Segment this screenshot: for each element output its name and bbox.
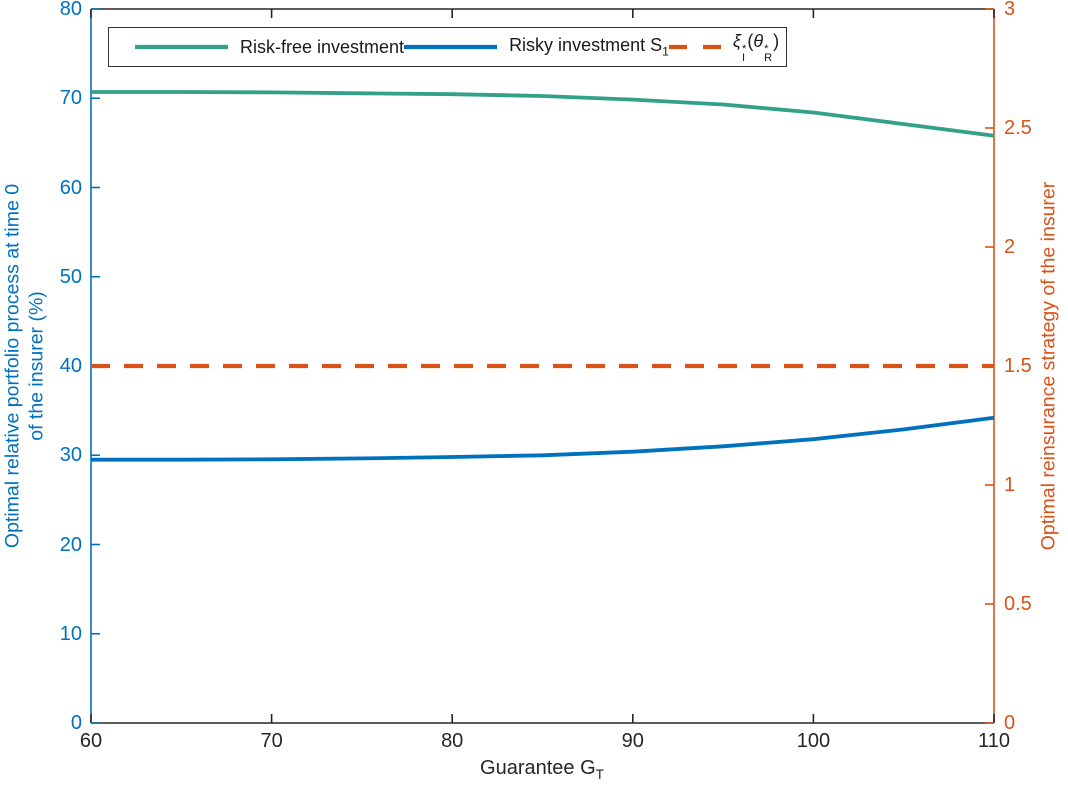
left-y-tick-label: 30	[59, 444, 82, 467]
x-tick-label: 70	[260, 730, 283, 752]
left-y-axis-label-line1: Optimal relative portfolio process at ti…	[1, 183, 24, 549]
x-tick-label: 90	[621, 730, 644, 752]
x-axis-label: Guarantee GT	[480, 757, 604, 782]
sup-sub-stack: * R	[764, 42, 773, 64]
x-axis-label-text: Guarantee G	[480, 757, 596, 779]
legend-item-label: Risky investment S1	[509, 35, 669, 59]
left-y-tick-label: 70	[59, 87, 82, 110]
left-y-tick-label: 20	[59, 533, 82, 556]
left-y-axis-label: Optimal relative portfolio process at ti…	[1, 184, 50, 548]
legend-item-1: Risky investment S1	[404, 35, 669, 59]
series-line-0	[91, 90, 995, 138]
x-tick-label: 100	[796, 730, 831, 752]
left-y-tick-label: 60	[59, 176, 82, 199]
legend: Risk-free investment Risky investment S1 ξ…	[108, 27, 787, 67]
series-line-1	[91, 415, 995, 462]
legend-label-subscript: 1	[662, 44, 669, 59]
legend-item-label: ξ * I (θ * R)	[732, 30, 780, 64]
right-y-tick-label: 3	[1004, 0, 1016, 20]
left-y-tick-label: 40	[59, 355, 82, 377]
x-tick-label: 80	[441, 730, 464, 752]
left-y-tick-label: 10	[59, 622, 82, 645]
legend-item-2: ξ * I (θ * R)	[668, 30, 780, 64]
legend-dashed-line-sample	[668, 44, 721, 50]
legend-line-sample	[135, 44, 228, 50]
left-y-axis-label-line2: of the insurer (%)	[26, 291, 48, 441]
x-axis-label-subscript: T	[595, 766, 604, 782]
legend-line-sample	[404, 44, 498, 50]
right-y-tick-label: 2.5	[1004, 117, 1032, 139]
legend-item-0: Risk-free investment	[135, 37, 404, 58]
left-y-tick-label: 0	[70, 712, 82, 734]
right-y-tick-label: 2	[1004, 236, 1016, 258]
x-tick-label: 60	[79, 730, 103, 752]
right-y-tick-label: 0	[1004, 712, 1016, 734]
legend-item-label: Risk-free investment	[240, 36, 405, 57]
right-y-tick-label: 1.5	[1004, 355, 1032, 377]
left-y-tick-label: 80	[59, 0, 82, 20]
right-y-axis-label: Optimal reinsurance strategy of the insu…	[1037, 181, 1060, 551]
right-y-tick-label: 0.5	[1004, 593, 1032, 615]
x-tick-label: 110	[978, 730, 1010, 752]
sup-sub-stack: * I	[741, 42, 747, 64]
right-y-tick-label: 1	[1004, 474, 1016, 496]
left-y-tick-label: 50	[59, 265, 82, 288]
